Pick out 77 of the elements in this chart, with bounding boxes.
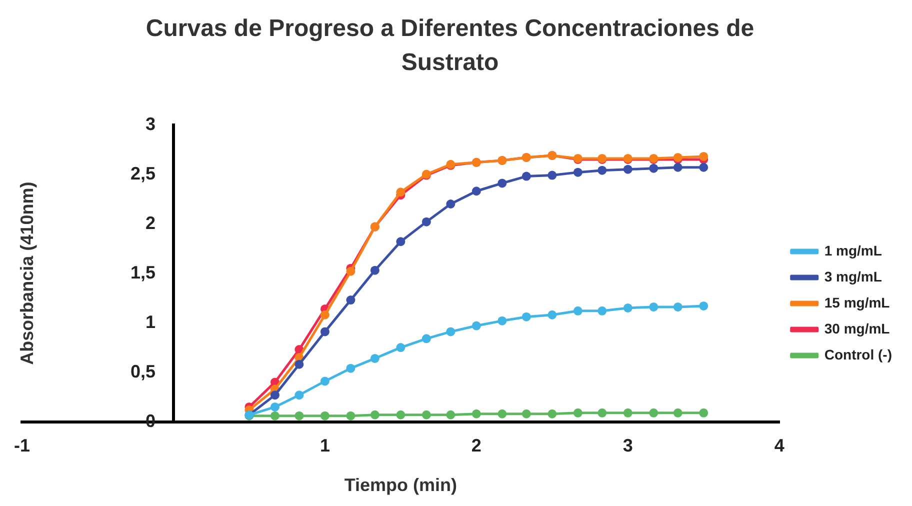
point [294,360,304,369]
point [472,321,481,330]
legend-label: Control (-) [824,346,892,362]
point [623,164,632,174]
x-tick-label: 3 [622,436,633,456]
point [346,364,356,373]
point [472,186,481,196]
point [446,200,456,208]
point [370,354,380,363]
x-axis-title: Tiempo (min) [344,475,458,496]
point [396,237,406,246]
point [320,310,330,320]
point [673,162,682,172]
point [320,327,330,336]
point [320,376,330,386]
y-axis-title: Absorbancia (410nm) [16,182,37,365]
legend-label: 15 mg/mL [824,294,890,310]
point [548,310,557,320]
x-tick-label: 4 [774,436,784,456]
point [346,266,356,276]
point [498,409,507,418]
x-tick-label: -1 [14,436,30,456]
point [699,152,708,161]
chart-title: Curvas de Progreso a Diferentes Concentraciones de Sustrato [144,14,756,78]
point [270,390,280,400]
y-tick-label: 2,5 [130,163,174,184]
y-tick-label: 1,5 [130,262,174,282]
point [396,343,406,352]
legend-label: 1 mg/mL [824,242,882,258]
point [346,411,356,420]
point [498,178,507,188]
point [673,302,682,312]
point [598,306,607,316]
point [422,410,431,420]
point [422,334,431,344]
y-tick-label: 2 [145,212,174,233]
point [270,411,280,420]
point [699,162,708,172]
point [598,166,607,175]
x-tick-label: 1 [320,436,330,456]
point [370,410,380,420]
point [699,408,708,418]
point [396,188,406,197]
point [573,306,582,316]
point [370,266,380,275]
point [294,411,304,420]
point [623,408,632,418]
y-tick-label: 1 [145,312,174,332]
point [548,409,557,418]
point [422,217,431,226]
x-tick-label: 2 [471,436,482,456]
legend-label: 30 mg/mL [824,320,890,336]
point [623,303,632,312]
point [548,170,557,180]
point [498,316,507,326]
point [673,408,682,418]
point [294,390,304,400]
point [649,164,658,173]
point [346,296,356,305]
point [522,312,531,322]
point [573,168,582,177]
point [699,301,708,310]
point [396,410,406,420]
point [270,402,280,412]
point [522,409,531,418]
point [649,302,658,312]
point [598,408,607,418]
point [446,327,456,336]
point [472,409,481,418]
legend-label: 3 mg/mL [824,268,882,284]
point [649,408,658,418]
y-tick-label: 3 [145,114,174,134]
point [446,410,456,420]
point [522,172,531,181]
point [320,411,330,420]
point [573,408,582,418]
y-tick-label: 0,5 [130,361,174,382]
